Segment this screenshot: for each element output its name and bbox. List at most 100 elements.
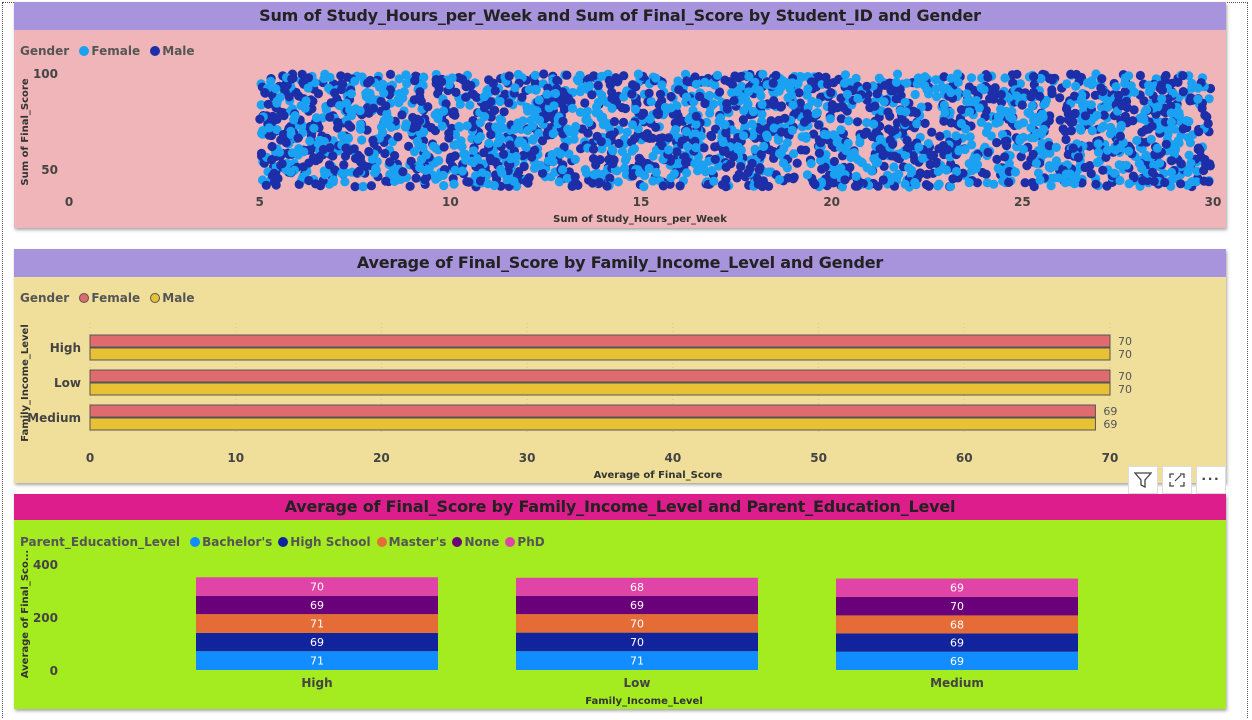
scatter-point[interactable] [631, 82, 641, 92]
scatter-point[interactable] [836, 114, 846, 124]
scatter-point[interactable] [341, 98, 351, 108]
scatter-point[interactable] [346, 89, 356, 99]
scatter-point[interactable] [712, 70, 723, 80]
scatter-point[interactable] [840, 175, 850, 185]
scatter-point[interactable] [1039, 124, 1049, 134]
scatter-point[interactable] [461, 92, 471, 102]
scatter-point[interactable] [1178, 87, 1188, 97]
scatter-point[interactable] [1092, 157, 1102, 168]
scatter-point[interactable] [439, 142, 449, 152]
scatter-point[interactable] [1026, 92, 1036, 102]
scatter-point[interactable] [1069, 179, 1080, 189]
scatter-point[interactable] [783, 93, 793, 103]
scatter-point[interactable] [901, 107, 911, 117]
scatter-point[interactable] [933, 181, 943, 191]
scatter-point[interactable] [402, 78, 412, 89]
scatter-point[interactable] [300, 103, 310, 113]
scatter-point[interactable] [549, 101, 559, 111]
scatter-point[interactable] [1093, 139, 1103, 149]
scatter-point[interactable] [523, 125, 533, 136]
scatter-point[interactable] [663, 133, 674, 143]
scatter-point[interactable] [1004, 177, 1014, 187]
scatter-point[interactable] [483, 179, 493, 189]
scatter-point[interactable] [368, 103, 378, 113]
scatter-point[interactable] [666, 173, 676, 183]
scatter-point[interactable] [499, 149, 509, 159]
legend-item-male[interactable]: Male [144, 44, 195, 58]
scatter-point[interactable] [942, 129, 952, 140]
scatter-point[interactable] [681, 92, 692, 102]
stack-segment[interactable] [196, 595, 438, 615]
scatter-point[interactable] [922, 85, 932, 95]
scatter-point[interactable] [1035, 91, 1045, 101]
scatter-point[interactable] [539, 69, 549, 79]
scatter-point[interactable] [743, 167, 753, 178]
scatter-point[interactable] [1135, 70, 1145, 81]
scatter-point[interactable] [605, 173, 615, 183]
scatter-point[interactable] [521, 143, 531, 153]
scatter-point[interactable] [548, 157, 558, 167]
scatter-point[interactable] [337, 168, 347, 178]
scatter-point[interactable] [983, 72, 993, 82]
scatter-point[interactable] [744, 71, 754, 82]
scatter-point[interactable] [1065, 169, 1075, 179]
scatter-point[interactable] [867, 166, 877, 176]
scatter-point[interactable] [400, 122, 410, 132]
scatter-point[interactable] [666, 91, 676, 102]
scatter-point[interactable] [575, 107, 585, 117]
scatter-point[interactable] [846, 152, 856, 163]
scatter-point[interactable] [264, 130, 274, 140]
scatter-point[interactable] [651, 122, 661, 132]
scatter-point[interactable] [339, 160, 349, 170]
scatter-point[interactable] [477, 168, 487, 178]
scatter-point[interactable] [419, 72, 429, 82]
scatter-point[interactable] [444, 80, 454, 90]
scatter-point[interactable] [1008, 78, 1018, 88]
scatter-point[interactable] [733, 142, 743, 152]
scatter-point[interactable] [1029, 133, 1039, 143]
scatter-point[interactable] [1184, 150, 1194, 160]
scatter-point[interactable] [900, 179, 910, 189]
scatter-point[interactable] [509, 176, 519, 186]
scatter-point[interactable] [580, 98, 590, 108]
scatter-point[interactable] [966, 73, 977, 83]
scatter-point[interactable] [454, 121, 464, 131]
scatter-point[interactable] [946, 87, 956, 98]
scatter-point[interactable] [1111, 82, 1121, 92]
scatter-point[interactable] [570, 172, 580, 182]
scatter-point[interactable] [393, 174, 403, 185]
scatter-point[interactable] [1061, 104, 1072, 114]
scatter-point[interactable] [597, 71, 607, 81]
scatter-point[interactable] [812, 108, 822, 118]
scatter-point[interactable] [583, 128, 593, 138]
scatter-point[interactable] [837, 182, 848, 192]
scatter-point[interactable] [708, 99, 719, 109]
scatter-point[interactable] [343, 133, 354, 143]
scatter-point[interactable] [613, 177, 623, 187]
scatter-point[interactable] [419, 127, 429, 137]
scatter-point[interactable] [946, 73, 956, 83]
scatter-point[interactable] [787, 125, 798, 135]
scatter-point[interactable] [1176, 159, 1186, 169]
scatter-point[interactable] [738, 115, 749, 125]
scatter-point[interactable] [423, 102, 433, 112]
scatter-point[interactable] [940, 108, 950, 118]
scatter-point[interactable] [821, 72, 831, 82]
scatter-point[interactable] [1096, 123, 1107, 133]
scatter-point[interactable] [368, 135, 378, 145]
scatter-point[interactable] [889, 162, 899, 172]
scatter-point[interactable] [537, 168, 548, 178]
scatter-point[interactable] [739, 131, 749, 141]
scatter-point[interactable] [825, 114, 835, 124]
stack-segment[interactable] [196, 632, 438, 652]
scatter-point[interactable] [311, 179, 321, 189]
scatter-point[interactable] [499, 107, 509, 117]
scatter-point[interactable] [640, 131, 650, 141]
scatter-point[interactable] [1077, 94, 1087, 104]
scatter-point[interactable] [802, 170, 813, 180]
scatter-point[interactable] [620, 103, 631, 114]
scatter-point[interactable] [458, 74, 468, 85]
scatter-point[interactable] [627, 120, 638, 130]
scatter-point[interactable] [350, 76, 360, 86]
scatter-point[interactable] [762, 130, 772, 140]
